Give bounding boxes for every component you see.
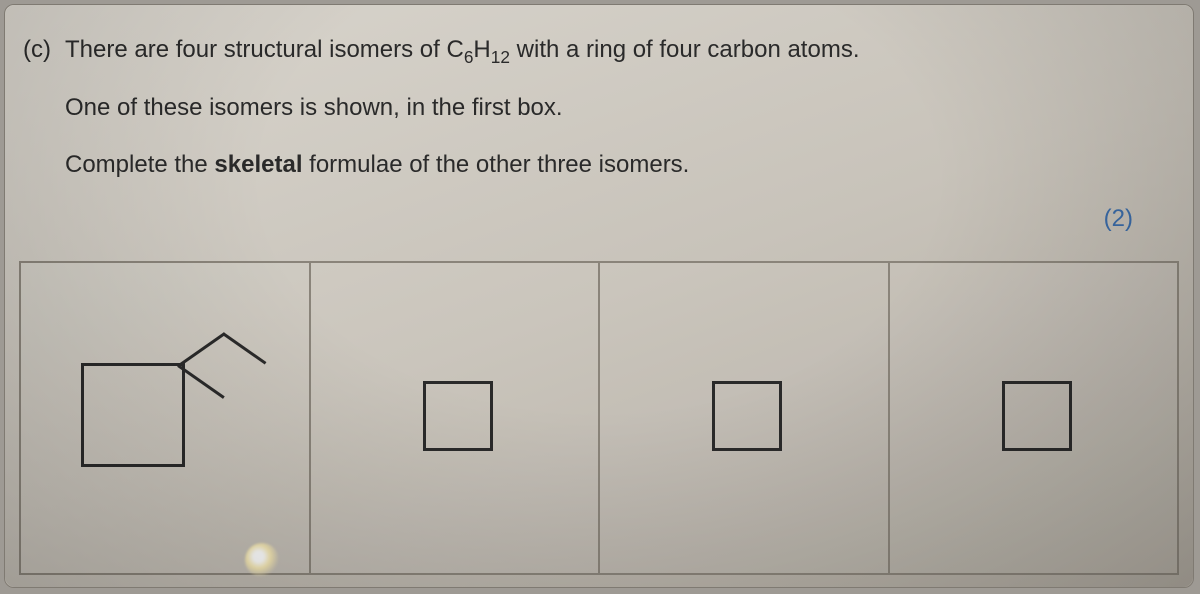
question-line-3: Complete the skeletal formulae of the ot… xyxy=(65,146,1163,184)
cyclobutane-ring xyxy=(81,363,185,467)
answer-cell-1 xyxy=(21,263,311,573)
marks-label: (2) xyxy=(1104,205,1133,233)
answer-cell-3[interactable] xyxy=(600,263,890,573)
formula-subscript: 6 xyxy=(464,47,474,67)
answer-box-row xyxy=(19,261,1179,575)
question-block: (c) There are four structural isomers of… xyxy=(35,31,1163,184)
cyclobutane-ring xyxy=(712,381,782,451)
answer-cell-4[interactable] xyxy=(890,263,1178,573)
question-line-2: One of these isomers is shown, in the fi… xyxy=(65,89,1163,127)
text-fragment: formulae of the other three isomers. xyxy=(303,151,690,178)
cyclobutane-ring xyxy=(1002,381,1072,451)
text-fragment: with a ring of four carbon atoms. xyxy=(510,36,860,63)
exam-page: (c) There are four structural isomers of… xyxy=(4,4,1194,588)
question-line-1: There are four structural isomers of C6H… xyxy=(65,31,1163,71)
text-fragment: Complete the xyxy=(65,151,214,178)
bond-line xyxy=(178,332,226,367)
text-fragment: There are four structural isomers of C xyxy=(65,36,464,63)
formula-subscript: 12 xyxy=(491,47,510,67)
photo-glare-artifact xyxy=(245,543,279,577)
text-fragment: H xyxy=(473,36,490,63)
text-bold: skeletal xyxy=(214,151,302,178)
cyclobutane-ring xyxy=(423,381,493,451)
part-label: (c) xyxy=(23,31,51,69)
answer-cell-2[interactable] xyxy=(311,263,601,573)
bond-line xyxy=(222,332,266,364)
